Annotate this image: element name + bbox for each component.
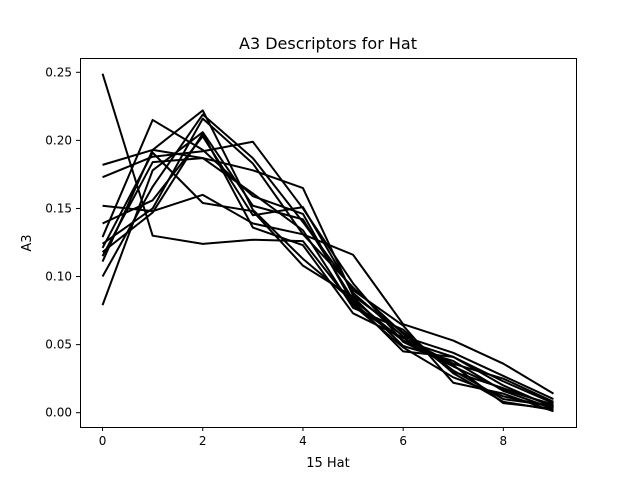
series-line-8 xyxy=(101,151,554,410)
x-tick-label: 8 xyxy=(500,434,508,448)
x-tick-label: 2 xyxy=(199,434,207,448)
x-axis-label: 15 Hat xyxy=(306,456,350,471)
series-layer xyxy=(101,73,554,413)
y-tick-label: 0.00 xyxy=(45,406,72,420)
x-tick-label: 0 xyxy=(99,434,107,448)
x-tick-label: 4 xyxy=(299,434,307,448)
y-tick-label: 0.10 xyxy=(45,270,72,284)
y-tick-label: 0.05 xyxy=(45,338,72,352)
plot-frame xyxy=(80,58,577,428)
series-line-4 xyxy=(102,193,554,395)
series-line-13 xyxy=(101,131,554,410)
y-tick-label: 0.15 xyxy=(45,201,72,215)
series-line-5 xyxy=(102,135,554,400)
x-axis: 0 2 4 6 8 xyxy=(99,427,507,448)
y-tick-label: 0.20 xyxy=(45,133,72,147)
y-axis-label: A3 xyxy=(20,234,35,251)
y-axis: 0.00 0.05 0.10 0.15 0.20 0.25 xyxy=(45,65,80,420)
x-tick-label: 6 xyxy=(399,434,407,448)
y-tick-label: 0.25 xyxy=(45,65,72,79)
series-line-3 xyxy=(102,140,554,406)
series-line-11 xyxy=(101,109,554,405)
chart-title: A3 Descriptors for Hat xyxy=(239,34,417,53)
